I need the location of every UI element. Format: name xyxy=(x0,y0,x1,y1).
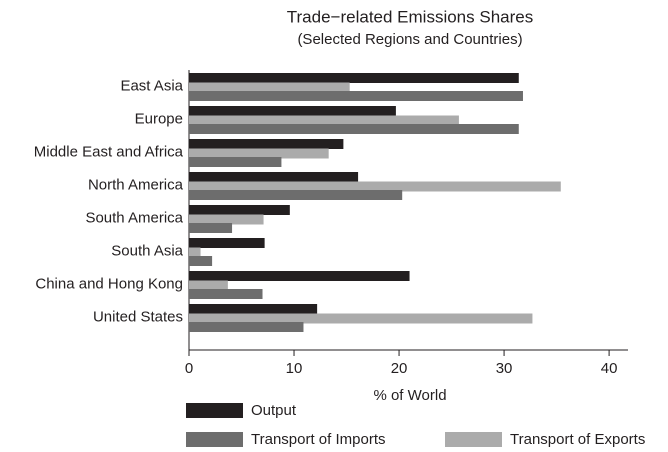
x-tick-label: 30 xyxy=(496,360,513,377)
x-axis-label: % of World xyxy=(373,387,446,404)
bar xyxy=(189,304,318,314)
x-tick-label: 0 xyxy=(185,360,193,377)
x-tick-label: 20 xyxy=(391,360,408,377)
x-tick-label: 40 xyxy=(601,360,618,377)
bar xyxy=(189,322,304,332)
bar xyxy=(189,91,523,101)
bar xyxy=(189,271,410,281)
y-tick-label: North America xyxy=(88,176,184,193)
bar xyxy=(189,223,233,233)
bar xyxy=(189,181,561,192)
bar xyxy=(189,214,264,225)
bar xyxy=(189,205,290,215)
bar xyxy=(189,256,213,266)
y-tick-label: United States xyxy=(93,308,183,325)
y-tick-label: South America xyxy=(85,209,183,226)
bar xyxy=(189,106,396,116)
y-tick-label: South Asia xyxy=(111,242,183,259)
bar xyxy=(189,139,344,149)
y-tick-label: East Asia xyxy=(120,77,183,94)
bar xyxy=(189,247,201,258)
chart-title: Trade−related Emissions Shares xyxy=(287,7,533,26)
x-tick-label: 10 xyxy=(286,360,303,377)
legend-swatch xyxy=(186,403,243,418)
bar xyxy=(189,115,459,126)
legend-label: Transport of Imports xyxy=(251,431,386,448)
bar xyxy=(189,124,519,134)
legend-label: Transport of Exports xyxy=(510,431,645,448)
bar xyxy=(189,313,533,324)
y-tick-label: Europe xyxy=(135,110,183,127)
bar xyxy=(189,148,329,159)
legend-label: Output xyxy=(251,402,297,419)
bar xyxy=(189,157,282,167)
bar xyxy=(189,172,359,182)
bar xyxy=(189,73,519,83)
legend-swatch xyxy=(445,432,502,447)
y-tick-label: China and Hong Kong xyxy=(35,275,183,292)
bar xyxy=(189,289,263,299)
chart-subtitle: (Selected Regions and Countries) xyxy=(297,31,522,48)
bar xyxy=(189,190,403,200)
y-tick-label: Middle East and Africa xyxy=(34,143,184,160)
bar xyxy=(189,280,228,291)
bar xyxy=(189,82,350,93)
legend-swatch xyxy=(186,432,243,447)
bar xyxy=(189,238,265,248)
